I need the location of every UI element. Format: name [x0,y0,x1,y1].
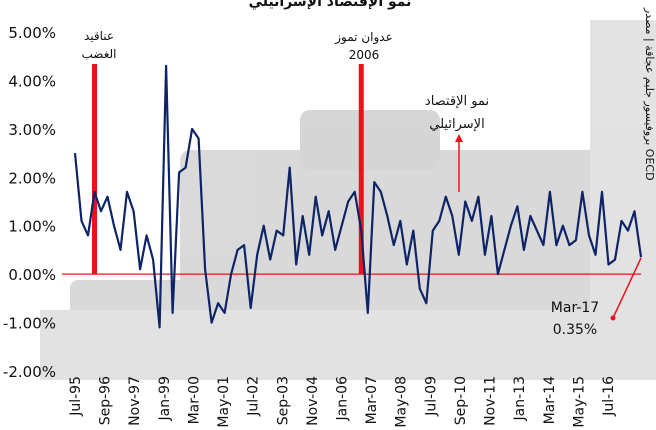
x-tick-label: Jan-06 [335,376,351,422]
y-tick-label: -2.00% [3,363,56,381]
y-tick-label: -1.00% [3,315,56,333]
tank-turret [300,110,440,170]
y-tick-label: 5.00% [8,24,56,42]
annotation-last-value-date: Mar-17 [551,300,599,316]
ground-shape [40,310,640,380]
x-tick-label: May-15 [571,376,587,428]
x-tick-label: Sep-03 [275,376,291,425]
x-tick-label: Jul-16 [601,376,617,417]
x-tick-label: Jul-09 [423,376,439,417]
x-tick-label: Sep-96 [98,376,114,425]
y-axis: -2.00% -1.00% 0.00% 1.00% 2.00% 3.00% 4.00% 5.0… [3,24,56,381]
x-tick-label: Mar-14 [542,376,558,424]
tank-silhouette [180,150,640,360]
x-tick-label: Sep-10 [453,376,469,425]
x-tick-label: Jan-99 [157,376,173,421]
x-tick-label: Mar-07 [364,376,380,424]
y-tick-label: 0.00% [8,266,56,284]
growth-series-line [73,64,643,329]
x-tick-label: Jul-95 [68,376,84,417]
x-tick-label: Nov-11 [483,376,499,426]
tank-background-image [40,20,656,380]
event-markers [92,64,364,275]
x-tick-label: Jan-13 [512,376,528,421]
annotation-last-value-arrow [612,257,642,319]
annotation-grapes-of-wrath-line1: عناقيد [84,29,114,43]
y-tick-label: 2.00% [8,169,56,187]
x-tick-label: Jul-02 [246,376,262,417]
event-bar-grapes-of-wrath [92,64,98,275]
side-credit: بروفيسور جليم عجاقة | مصدر OECD [643,7,656,181]
annotation-last-value-pct: 0.35% [553,322,597,338]
x-tick-label: Nov-97 [127,376,143,426]
y-tick-label: 3.00% [8,121,56,139]
x-axis: Jul-95 Sep-96 Nov-97 Jan-99 Mar-00 May-01 Jul-… [68,376,617,428]
annotation-grapes-of-wrath-line2: الغضب [82,47,117,61]
arrow-head-icon [455,134,463,142]
x-tick-label: May-01 [216,376,232,428]
annotation-last-value: Mar-17 0.35% [551,257,642,338]
x-tick-label: May-08 [394,376,410,428]
x-tick-label: Mar-00 [186,376,202,424]
event-bar-july-war [358,64,364,275]
annotation-growth-line2: الإسرائيلي [429,117,484,132]
y-tick-label: 1.00% [8,218,56,236]
y-tick-label: 4.00% [8,72,56,90]
chart-title: نمو الإقتصاد الإسرائيلي [249,0,412,10]
arrow-dot-icon [610,315,616,321]
annotation-growth-line1: نمو الإقتصاد [425,94,489,109]
annotation-growth-label: نمو الإقتصاد الإسرائيلي [425,94,489,192]
x-tick-label: Nov-04 [305,376,321,426]
annotation-july-war-line1: عدوان تموز [334,30,393,45]
annotation-july-war: عدوان تموز 2006 [334,30,393,62]
annotation-grapes-of-wrath: عناقيد الغضب [82,29,117,61]
annotation-july-war-line2: 2006 [349,48,380,62]
